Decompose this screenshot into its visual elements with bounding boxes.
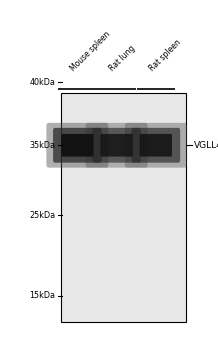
FancyBboxPatch shape xyxy=(131,128,180,163)
Text: 35kDa: 35kDa xyxy=(30,141,56,150)
FancyBboxPatch shape xyxy=(100,134,133,156)
FancyBboxPatch shape xyxy=(86,123,148,168)
Text: Rat lung: Rat lung xyxy=(108,44,137,74)
Text: 25kDa: 25kDa xyxy=(29,211,56,220)
FancyBboxPatch shape xyxy=(140,134,172,156)
Text: Rat spleen: Rat spleen xyxy=(147,38,182,74)
FancyBboxPatch shape xyxy=(61,134,94,156)
FancyBboxPatch shape xyxy=(46,123,108,168)
FancyBboxPatch shape xyxy=(92,128,141,163)
Text: 40kDa: 40kDa xyxy=(30,78,56,87)
FancyBboxPatch shape xyxy=(61,93,186,322)
FancyBboxPatch shape xyxy=(125,123,187,168)
Text: 15kDa: 15kDa xyxy=(30,291,56,300)
Text: Mouse spleen: Mouse spleen xyxy=(69,30,112,74)
Text: VGLL4: VGLL4 xyxy=(194,141,218,150)
FancyBboxPatch shape xyxy=(53,128,102,163)
